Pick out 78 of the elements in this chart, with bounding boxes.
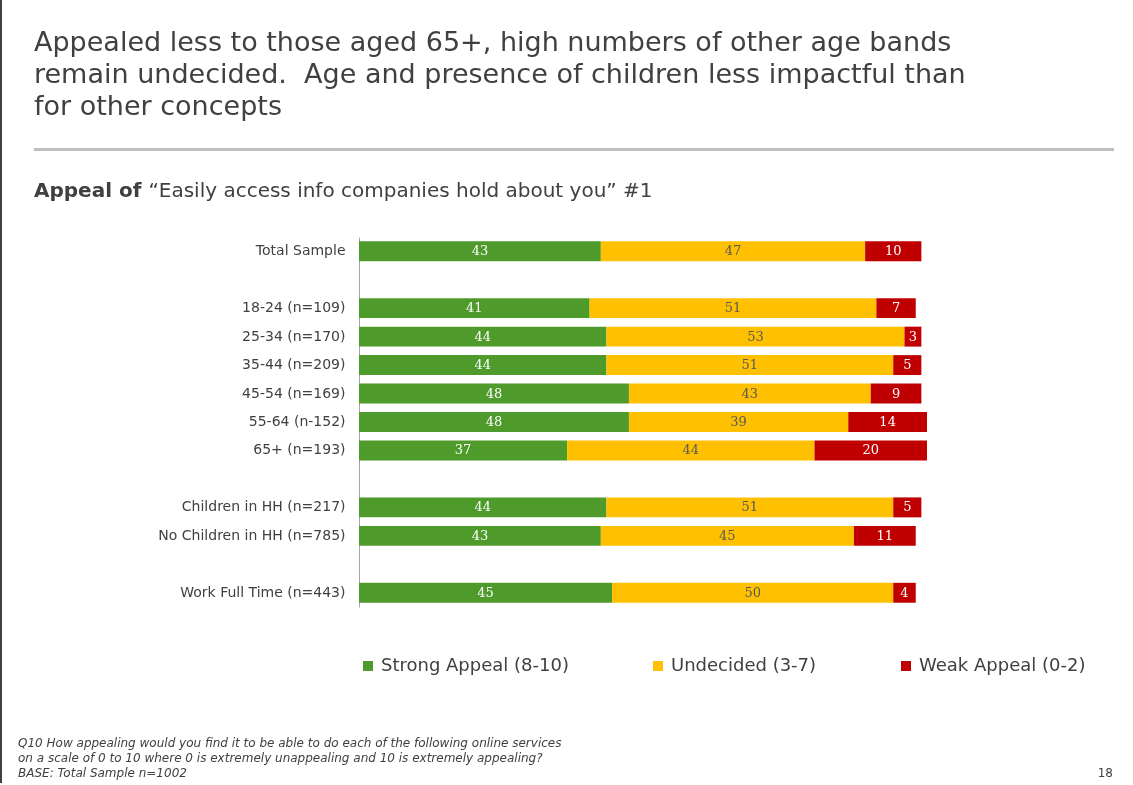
bar bbox=[628, 383, 871, 404]
bar bbox=[359, 326, 607, 347]
data-label: 43 bbox=[471, 243, 489, 259]
data-label: 11 bbox=[876, 527, 894, 543]
data-label: 43 bbox=[741, 385, 759, 401]
bar bbox=[589, 298, 877, 319]
bar bbox=[600, 525, 854, 546]
y-tick-label: 45-54 (n=169) bbox=[242, 384, 346, 401]
y-tick-label: 18-24 (n=109) bbox=[242, 299, 346, 316]
text: Q10 How appealing would you find it to be able to do each of the following online services bbox=[18, 736, 562, 751]
data-label: 51 bbox=[741, 357, 759, 373]
data-label: 14 bbox=[879, 414, 896, 429]
y-tick-label: Children in HH (n=217) bbox=[181, 498, 346, 515]
data-label: 3 bbox=[908, 328, 918, 344]
bar bbox=[359, 241, 601, 262]
bar bbox=[359, 525, 601, 546]
bar bbox=[359, 383, 629, 404]
data-label: 10 bbox=[884, 243, 902, 259]
data-label: 44 bbox=[682, 442, 700, 458]
data-label: 53 bbox=[747, 328, 764, 344]
bar bbox=[567, 440, 815, 461]
data-label: 51 bbox=[741, 499, 759, 515]
data-label: 9 bbox=[891, 385, 901, 401]
data-label: 47 bbox=[724, 243, 742, 259]
bar bbox=[359, 582, 613, 603]
data-label: 50 bbox=[744, 584, 761, 600]
legend-label: Weak Appeal (0-2) bbox=[919, 654, 1086, 675]
bar bbox=[876, 298, 916, 319]
bar bbox=[359, 355, 607, 376]
bar bbox=[606, 355, 894, 376]
data-label: 48 bbox=[485, 414, 503, 429]
bar bbox=[606, 326, 905, 347]
y-tick-label: 55-64 (n-152) bbox=[248, 413, 346, 429]
bar bbox=[612, 582, 894, 603]
data-label: 45 bbox=[719, 527, 736, 543]
y-tick-label: Total Sample bbox=[254, 242, 346, 259]
data-label: 39 bbox=[730, 414, 747, 429]
chart-title: Appealed less to those aged 65+, high numbers of other age bands remain undecided. Age and presence of children less impactful than for other concepts bbox=[34, 26, 967, 122]
bar bbox=[893, 582, 916, 603]
data-label: 7 bbox=[891, 300, 901, 316]
bar bbox=[359, 298, 590, 319]
bar bbox=[628, 412, 849, 432]
data-label: 44 bbox=[474, 499, 491, 515]
data-label: 5 bbox=[903, 499, 912, 515]
data-label: 4 bbox=[900, 584, 909, 600]
bar bbox=[600, 241, 866, 262]
legend-label: Strong Appeal (8-10) bbox=[381, 654, 569, 675]
text: BASE: Total Sample n=1002 bbox=[18, 766, 188, 781]
data-label: 5 bbox=[903, 357, 912, 373]
data-label: 43 bbox=[471, 527, 489, 543]
bar bbox=[359, 412, 629, 432]
data-label: 37 bbox=[454, 442, 472, 458]
data-label: 41 bbox=[466, 300, 483, 316]
text: 18 bbox=[1097, 766, 1113, 780]
legend-label: Undecided (3-7) bbox=[671, 654, 817, 675]
data-label: 44 bbox=[474, 328, 491, 344]
y-tick-label: No Children in HH (n=785) bbox=[158, 526, 346, 543]
bar bbox=[848, 412, 927, 432]
data-label: 20 bbox=[862, 442, 880, 458]
y-tick-label: 25-34 (n=170) bbox=[242, 327, 346, 344]
bar bbox=[359, 440, 568, 461]
data-label: 48 bbox=[485, 385, 503, 401]
y-tick-label: 35-44 (n=209) bbox=[242, 356, 346, 373]
bar bbox=[865, 241, 922, 262]
bar bbox=[359, 497, 607, 518]
data-label: 51 bbox=[724, 300, 742, 316]
y-tick-label: 65+ (n=193) bbox=[253, 441, 346, 458]
bar bbox=[893, 497, 922, 518]
bar bbox=[814, 440, 927, 461]
bar bbox=[606, 497, 894, 518]
bar bbox=[870, 383, 922, 404]
data-label: 45 bbox=[477, 584, 494, 600]
bar bbox=[853, 525, 916, 546]
text: on a scale of 0 to 10 where 0 is extremely unappealing and 10 is extremely appealing? bbox=[18, 751, 544, 766]
chart-subtitle: Appeal of “Easily access info companies hold about you” #1 bbox=[34, 178, 653, 202]
y-tick-label: Work Full Time (n=443) bbox=[180, 583, 346, 600]
bar bbox=[893, 355, 922, 376]
data-label: 44 bbox=[474, 357, 491, 373]
